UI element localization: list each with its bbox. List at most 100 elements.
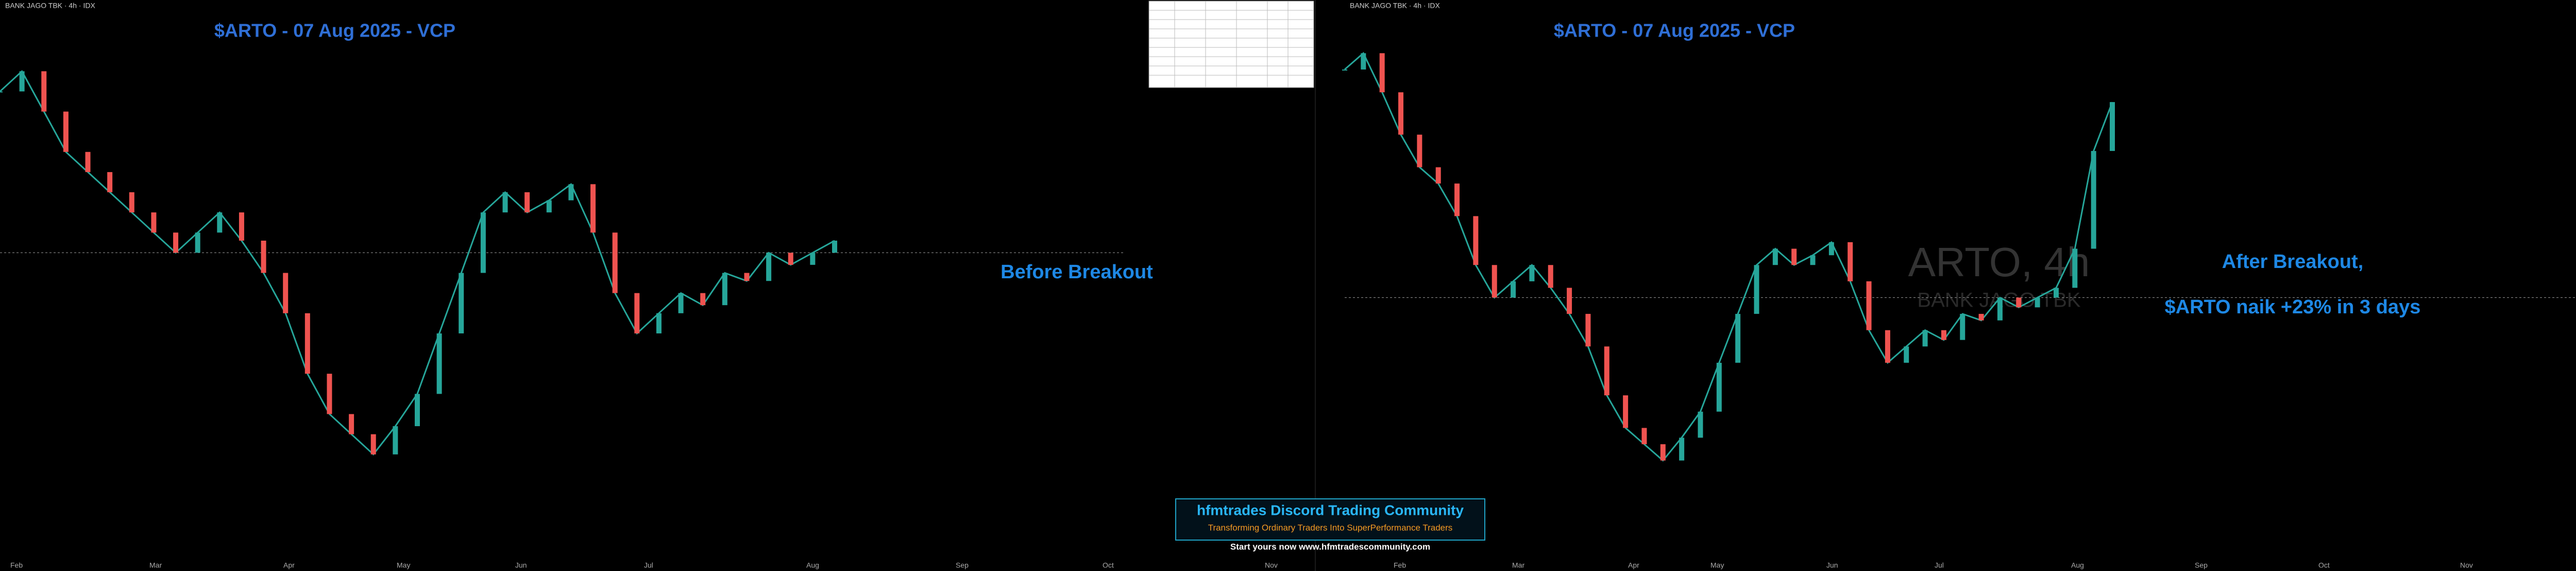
candle [151, 212, 157, 233]
stats-table [1148, 1, 1314, 88]
x-tick-label: Oct [2318, 561, 2330, 569]
candle [546, 200, 552, 213]
x-tick-label: Feb [10, 561, 23, 569]
candle [0, 91, 3, 93]
candle [1473, 216, 1479, 265]
chart-header: BANK JAGO TBK · 4h · IDX [1350, 2, 1440, 10]
candle [744, 273, 750, 281]
x-tick-label: May [1710, 561, 1724, 569]
candle [1904, 346, 1909, 363]
candle [415, 394, 420, 426]
candle [1623, 395, 1629, 428]
candle [634, 293, 640, 333]
x-tick-label: Jun [515, 561, 527, 569]
x-tick-label: Sep [956, 561, 969, 569]
candle [283, 273, 289, 313]
candle [1716, 362, 1722, 412]
candle [480, 212, 486, 273]
candle [1435, 167, 1441, 184]
price-line [1344, 52, 2113, 462]
candle [1529, 265, 1535, 281]
candle [1511, 281, 1516, 298]
candle [766, 253, 772, 281]
candle [1791, 248, 1797, 265]
watermark: ARTO, 4h [1908, 239, 2090, 285]
candle [700, 293, 706, 306]
chart-title: $ARTO - 07 Aug 2025 - VCP [1554, 20, 1795, 41]
x-tick-label: Oct [1103, 561, 1114, 569]
x-tick-label: Jul [644, 561, 653, 569]
candle [810, 253, 816, 265]
candle [1997, 297, 2003, 321]
candle [502, 192, 508, 213]
candle [1361, 53, 1366, 70]
chart-header: BANK JAGO TBK · 4h · IDX [5, 2, 95, 10]
x-tick-label: Nov [1265, 561, 1278, 569]
candle [1698, 411, 1703, 438]
x-tick-label: Mar [149, 561, 162, 569]
candle [304, 313, 310, 374]
x-tick-label: Feb [1394, 561, 1406, 569]
candle [85, 152, 91, 172]
candle [590, 184, 596, 233]
candle [1828, 242, 1834, 256]
promo-footer: Start yours now www.hfmtradescommunity.c… [1230, 542, 1430, 551]
candle [2072, 248, 2078, 288]
candle [1754, 265, 1759, 314]
x-tick-label: Aug [2071, 561, 2084, 569]
x-tick-label: Jul [1935, 561, 1944, 569]
candle [1960, 314, 1965, 340]
candle [1848, 242, 1853, 281]
candle [788, 253, 793, 265]
candle [349, 414, 354, 434]
x-tick-label: Aug [806, 561, 819, 569]
candle [1735, 314, 1741, 363]
candle [107, 172, 113, 193]
annotation: Before Breakout [1001, 261, 1153, 283]
annotation: $ARTO naik +23% in 3 days [2165, 296, 2421, 318]
candle [1941, 330, 1946, 340]
candle [2035, 297, 2040, 308]
candle [1679, 438, 1685, 461]
candle [1454, 183, 1460, 216]
price-line [0, 70, 835, 456]
candle [195, 232, 200, 253]
candle [1772, 248, 1778, 265]
candle [722, 273, 727, 306]
candle [129, 192, 134, 213]
promo-box [1175, 498, 1485, 541]
candle [1398, 92, 1404, 135]
candle [1567, 288, 1572, 314]
candle [678, 293, 684, 313]
candle [832, 240, 837, 253]
candle [656, 313, 662, 333]
candle [2091, 150, 2096, 249]
x-tick-label: Apr [1628, 561, 1639, 569]
x-tick-label: Sep [2195, 561, 2208, 569]
candle [327, 374, 332, 414]
candle [1978, 314, 1984, 321]
x-tick-label: Nov [2460, 561, 2473, 569]
x-tick-label: Mar [1512, 561, 1524, 569]
x-tick-label: Jun [1826, 561, 1838, 569]
candle [370, 434, 376, 455]
candle [1810, 255, 1816, 265]
candle [459, 273, 464, 333]
candle [1492, 265, 1497, 298]
candle [568, 184, 574, 200]
candle [41, 71, 47, 112]
candle [19, 71, 25, 92]
candle [2110, 102, 2115, 151]
candle [1866, 281, 1872, 330]
candle [1660, 444, 1666, 461]
x-tick-label: Apr [283, 561, 295, 569]
candle [2053, 288, 2059, 298]
candle [2016, 297, 2022, 308]
x-tick-label: May [397, 561, 410, 569]
candle [1604, 346, 1609, 396]
promo-subtitle: Transforming Ordinary Traders Into Super… [1208, 523, 1453, 532]
chart-title: $ARTO - 07 Aug 2025 - VCP [214, 20, 455, 41]
candle [1922, 330, 1928, 347]
